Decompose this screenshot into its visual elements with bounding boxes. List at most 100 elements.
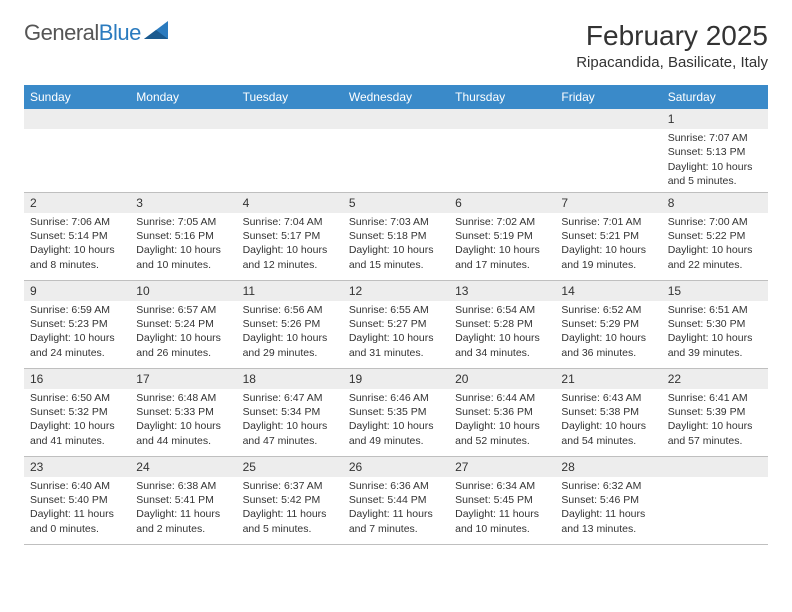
day-cell: 20Sunrise: 6:44 AMSunset: 5:36 PMDayligh… (449, 369, 555, 456)
day-number: 25 (237, 457, 343, 477)
location-subtitle: Ripacandida, Basilicate, Italy (576, 54, 768, 71)
day-cell: 11Sunrise: 6:56 AMSunset: 5:26 PMDayligh… (237, 281, 343, 368)
sunrise-line: Sunrise: 6:46 AM (349, 391, 443, 405)
logo-text: GeneralBlue (24, 20, 141, 46)
sunset-line: Sunset: 5:19 PM (455, 229, 549, 243)
day-cell: 23Sunrise: 6:40 AMSunset: 5:40 PMDayligh… (24, 457, 130, 544)
day-content: Sunrise: 6:57 AMSunset: 5:24 PMDaylight:… (130, 301, 236, 364)
day-number: 8 (662, 193, 768, 213)
day-content: Sunrise: 7:03 AMSunset: 5:18 PMDaylight:… (343, 213, 449, 276)
day-cell: 18Sunrise: 6:47 AMSunset: 5:34 PMDayligh… (237, 369, 343, 456)
sunrise-line: Sunrise: 6:52 AM (561, 303, 655, 317)
day-number: 27 (449, 457, 555, 477)
sunset-line: Sunset: 5:18 PM (349, 229, 443, 243)
day-cell: 16Sunrise: 6:50 AMSunset: 5:32 PMDayligh… (24, 369, 130, 456)
day-content: Sunrise: 6:54 AMSunset: 5:28 PMDaylight:… (449, 301, 555, 364)
day-cell (555, 109, 661, 192)
day-header-friday: Friday (555, 85, 661, 109)
daylight-line: Daylight: 10 hours and 31 minutes. (349, 331, 443, 359)
day-number-empty (343, 109, 449, 129)
daylight-line: Daylight: 10 hours and 49 minutes. (349, 419, 443, 447)
day-header-wednesday: Wednesday (343, 85, 449, 109)
day-number: 2 (24, 193, 130, 213)
day-content: Sunrise: 7:06 AMSunset: 5:14 PMDaylight:… (24, 213, 130, 276)
day-content: Sunrise: 6:46 AMSunset: 5:35 PMDaylight:… (343, 389, 449, 452)
daylight-line: Daylight: 10 hours and 36 minutes. (561, 331, 655, 359)
day-header-saturday: Saturday (662, 85, 768, 109)
day-number: 18 (237, 369, 343, 389)
day-cell: 15Sunrise: 6:51 AMSunset: 5:30 PMDayligh… (662, 281, 768, 368)
day-number: 15 (662, 281, 768, 301)
day-cell: 9Sunrise: 6:59 AMSunset: 5:23 PMDaylight… (24, 281, 130, 368)
day-cell: 13Sunrise: 6:54 AMSunset: 5:28 PMDayligh… (449, 281, 555, 368)
day-cell: 22Sunrise: 6:41 AMSunset: 5:39 PMDayligh… (662, 369, 768, 456)
day-number: 13 (449, 281, 555, 301)
day-cell: 17Sunrise: 6:48 AMSunset: 5:33 PMDayligh… (130, 369, 236, 456)
daylight-line: Daylight: 10 hours and 47 minutes. (243, 419, 337, 447)
day-number: 23 (24, 457, 130, 477)
day-header-sunday: Sunday (24, 85, 130, 109)
day-content: Sunrise: 6:37 AMSunset: 5:42 PMDaylight:… (237, 477, 343, 540)
day-cell: 6Sunrise: 7:02 AMSunset: 5:19 PMDaylight… (449, 193, 555, 280)
day-content: Sunrise: 6:59 AMSunset: 5:23 PMDaylight:… (24, 301, 130, 364)
day-number: 16 (24, 369, 130, 389)
day-content: Sunrise: 6:43 AMSunset: 5:38 PMDaylight:… (555, 389, 661, 452)
day-number: 3 (130, 193, 236, 213)
daylight-line: Daylight: 11 hours and 0 minutes. (30, 507, 124, 535)
day-cell: 7 Sunrise: 7:01 AMSunset: 5:21 PMDaylight… (555, 193, 661, 280)
week-row: 2Sunrise: 7:06 AMSunset: 5:14 PMDaylight… (24, 193, 768, 281)
daylight-line: Daylight: 10 hours and 17 minutes. (455, 243, 549, 271)
day-number: 4 (237, 193, 343, 213)
sunset-line: Sunset: 5:30 PM (668, 317, 762, 331)
day-header-monday: Monday (130, 85, 236, 109)
calendar: SundayMondayTuesdayWednesdayThursdayFrid… (24, 85, 768, 545)
day-number: 17 (130, 369, 236, 389)
sunset-line: Sunset: 5:33 PM (136, 405, 230, 419)
daylight-line: Daylight: 10 hours and 44 minutes. (136, 419, 230, 447)
sunrise-line: Sunrise: 6:38 AM (136, 479, 230, 493)
day-cell: 2Sunrise: 7:06 AMSunset: 5:14 PMDaylight… (24, 193, 130, 280)
daylight-line: Daylight: 10 hours and 41 minutes. (30, 419, 124, 447)
day-content: Sunrise: 6:47 AMSunset: 5:34 PMDaylight:… (237, 389, 343, 452)
daylight-line: Daylight: 11 hours and 2 minutes. (136, 507, 230, 535)
daylight-line: Daylight: 11 hours and 5 minutes. (243, 507, 337, 535)
daylight-line: Daylight: 10 hours and 19 minutes. (561, 243, 655, 271)
day-number-empty (130, 109, 236, 129)
sunset-line: Sunset: 5:28 PM (455, 317, 549, 331)
day-number: 6 (449, 193, 555, 213)
sunrise-line: Sunrise: 6:54 AM (455, 303, 549, 317)
daylight-line: Daylight: 10 hours and 39 minutes. (668, 331, 762, 359)
day-number: 28 (555, 457, 661, 477)
day-cell (130, 109, 236, 192)
day-number: 21 (555, 369, 661, 389)
logo-text-gray: General (24, 20, 99, 45)
sunrise-line: Sunrise: 6:57 AM (136, 303, 230, 317)
day-cell (237, 109, 343, 192)
sunset-line: Sunset: 5:46 PM (561, 493, 655, 507)
month-title: February 2025 (576, 20, 768, 52)
sunrise-line: Sunrise: 6:43 AM (561, 391, 655, 405)
sunset-line: Sunset: 5:21 PM (561, 229, 655, 243)
sunset-line: Sunset: 5:39 PM (668, 405, 762, 419)
sunrise-line: Sunrise: 6:32 AM (561, 479, 655, 493)
day-cell (449, 109, 555, 192)
day-cell: 26Sunrise: 6:36 AMSunset: 5:44 PMDayligh… (343, 457, 449, 544)
day-cell (662, 457, 768, 544)
sunrise-line: Sunrise: 7:01 AM (561, 215, 655, 229)
day-content: Sunrise: 7:05 AMSunset: 5:16 PMDaylight:… (130, 213, 236, 276)
sunset-line: Sunset: 5:34 PM (243, 405, 337, 419)
sunset-line: Sunset: 5:41 PM (136, 493, 230, 507)
sunset-line: Sunset: 5:24 PM (136, 317, 230, 331)
day-number-empty (449, 109, 555, 129)
daylight-line: Daylight: 10 hours and 24 minutes. (30, 331, 124, 359)
daylight-line: Daylight: 10 hours and 5 minutes. (668, 160, 762, 188)
day-number: 24 (130, 457, 236, 477)
day-header-tuesday: Tuesday (237, 85, 343, 109)
sunrise-line: Sunrise: 6:36 AM (349, 479, 443, 493)
day-number: 10 (130, 281, 236, 301)
sunrise-line: Sunrise: 7:04 AM (243, 215, 337, 229)
day-number: 7 (555, 193, 661, 213)
day-header-row: SundayMondayTuesdayWednesdayThursdayFrid… (24, 85, 768, 109)
sunrise-line: Sunrise: 6:44 AM (455, 391, 549, 405)
day-number: 19 (343, 369, 449, 389)
